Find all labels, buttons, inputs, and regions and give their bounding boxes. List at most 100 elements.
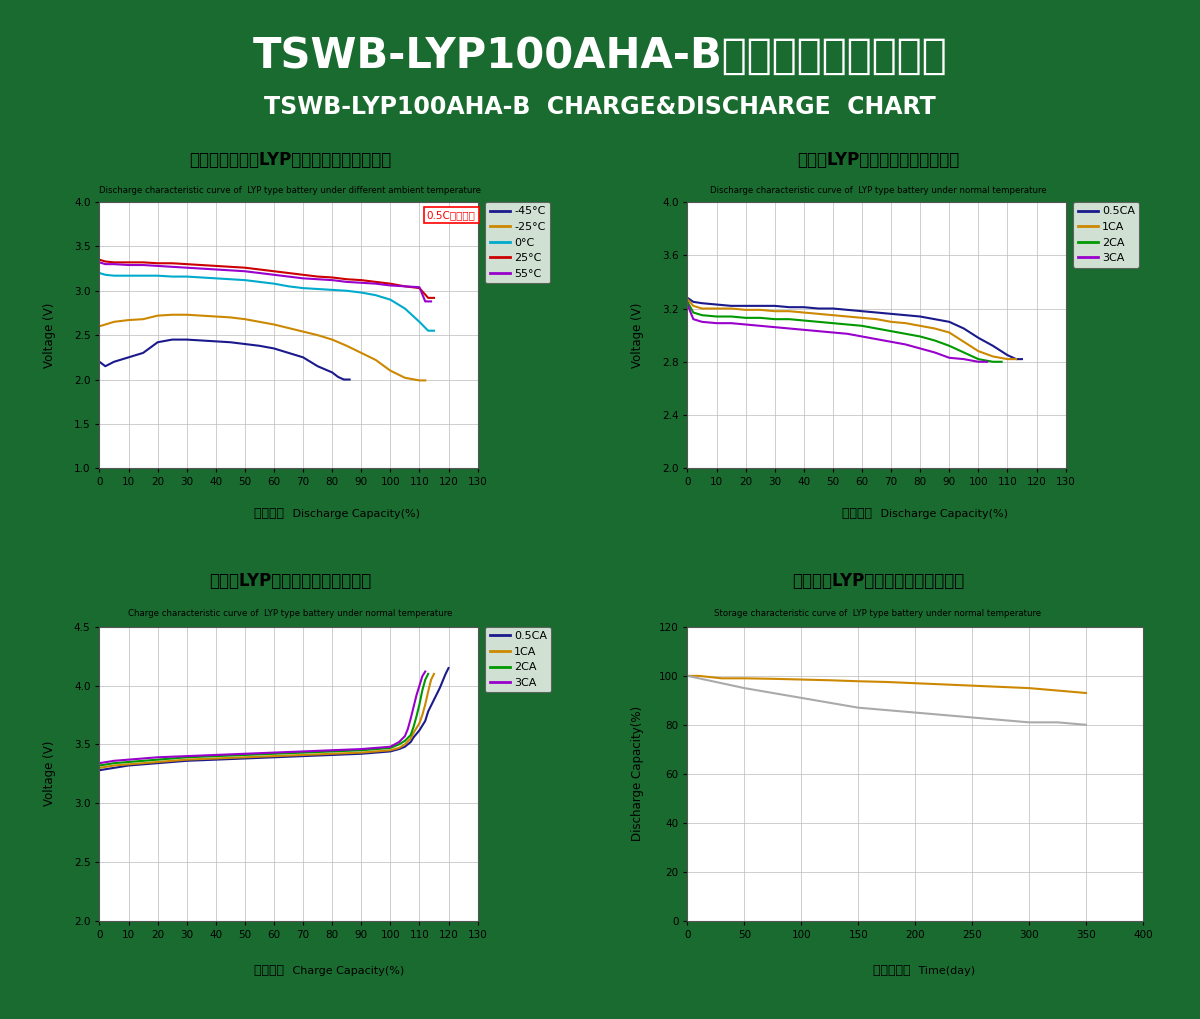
1CA bbox=[752, 304, 767, 316]
1CA bbox=[354, 747, 368, 759]
0°C bbox=[340, 284, 354, 297]
Text: Discharge characteristic curve of  LYP type battery under different ambient temp: Discharge characteristic curve of LYP ty… bbox=[98, 185, 481, 195]
2CA bbox=[296, 747, 311, 759]
0.5CA bbox=[421, 705, 436, 717]
3CA bbox=[121, 753, 136, 765]
-45°C bbox=[342, 373, 356, 385]
3CA bbox=[354, 743, 368, 755]
2CA bbox=[797, 315, 811, 327]
0.5CA bbox=[238, 752, 252, 764]
3CA bbox=[782, 322, 797, 334]
0°C bbox=[121, 270, 136, 282]
2CA bbox=[421, 667, 436, 680]
1CA bbox=[150, 756, 164, 768]
3CA bbox=[150, 751, 164, 763]
55°C bbox=[325, 274, 340, 286]
0.5CA bbox=[432, 682, 446, 694]
3CA bbox=[397, 730, 412, 742]
2CA bbox=[709, 311, 724, 323]
Text: Voltage (V): Voltage (V) bbox=[43, 741, 56, 806]
3CA bbox=[971, 356, 985, 368]
0.5CA bbox=[971, 332, 985, 344]
3CA bbox=[686, 313, 701, 325]
Legend: 0.5CA, 1CA, 2CA, 3CA: 0.5CA, 1CA, 2CA, 3CA bbox=[1073, 202, 1140, 268]
Text: 常温下LYP类电池的放电特性曲线: 常温下LYP类电池的放电特性曲线 bbox=[797, 151, 959, 169]
3CA bbox=[107, 755, 121, 767]
0.5CA bbox=[427, 694, 442, 706]
Line: 2CA: 2CA bbox=[100, 674, 428, 765]
55°C bbox=[238, 265, 252, 277]
-25°C bbox=[413, 374, 427, 386]
3CA bbox=[238, 748, 252, 760]
1CA bbox=[826, 309, 840, 321]
55°C bbox=[209, 263, 223, 275]
3CA bbox=[956, 353, 971, 365]
1CA bbox=[738, 304, 752, 316]
0.5CA bbox=[413, 725, 427, 737]
25°C bbox=[281, 267, 295, 279]
-25°C bbox=[418, 374, 432, 386]
0.5CA bbox=[840, 304, 854, 316]
Line: 2CA: 2CA bbox=[688, 302, 1002, 362]
0°C bbox=[107, 270, 121, 282]
0°C bbox=[296, 282, 311, 294]
2CA bbox=[913, 330, 928, 342]
-25°C bbox=[325, 333, 340, 345]
0.5CA bbox=[985, 339, 1000, 352]
25°C bbox=[383, 277, 397, 289]
-45°C bbox=[325, 366, 340, 378]
3CA bbox=[368, 742, 383, 754]
0°C bbox=[413, 316, 427, 328]
Text: TSWB-LYP100AHA-B  CHARGE&DISCHARGE  CHART: TSWB-LYP100AHA-B CHARGE&DISCHARGE CHART bbox=[264, 95, 936, 119]
55°C bbox=[107, 258, 121, 270]
2CA bbox=[752, 312, 767, 324]
0.5CA bbox=[869, 307, 883, 319]
55°C bbox=[121, 259, 136, 271]
0°C bbox=[223, 273, 238, 285]
Line: 3CA: 3CA bbox=[688, 305, 988, 362]
55°C bbox=[180, 262, 194, 274]
2CA bbox=[985, 356, 1000, 368]
1CA bbox=[884, 316, 899, 328]
55°C bbox=[340, 276, 354, 288]
Line: 0.5CA: 0.5CA bbox=[688, 298, 1022, 359]
0°C bbox=[383, 293, 397, 306]
Text: Storage characteristic curve of  LYP type battery under normal temperature: Storage characteristic curve of LYP type… bbox=[714, 609, 1042, 619]
25°C bbox=[427, 291, 442, 304]
2CA bbox=[884, 325, 899, 337]
25°C bbox=[180, 258, 194, 270]
55°C bbox=[92, 256, 107, 268]
1CA bbox=[397, 738, 412, 750]
0.5CA bbox=[92, 764, 107, 776]
Line: 1CA: 1CA bbox=[100, 674, 434, 768]
2CA bbox=[854, 320, 869, 332]
0.5CA bbox=[942, 316, 956, 328]
Legend: 0.5CA, 1CA, 2CA, 3CA: 0.5CA, 1CA, 2CA, 3CA bbox=[485, 627, 552, 693]
25°C bbox=[223, 261, 238, 273]
-25°C bbox=[107, 316, 121, 328]
-45°C bbox=[121, 352, 136, 364]
55°C bbox=[383, 279, 397, 291]
Line: 0.5CA: 0.5CA bbox=[100, 668, 449, 770]
0°C bbox=[98, 269, 113, 281]
0°C bbox=[427, 325, 442, 337]
0°C bbox=[92, 267, 107, 279]
3CA bbox=[383, 741, 397, 753]
3CA bbox=[913, 342, 928, 355]
1CA bbox=[180, 753, 194, 765]
1CA bbox=[238, 751, 252, 763]
3CA bbox=[418, 665, 432, 678]
2CA bbox=[956, 346, 971, 359]
1CA bbox=[407, 727, 421, 739]
0°C bbox=[252, 276, 266, 288]
0.5CA bbox=[392, 743, 407, 755]
0°C bbox=[136, 270, 150, 282]
2CA bbox=[811, 316, 826, 328]
2CA bbox=[942, 339, 956, 352]
0.5CA bbox=[296, 750, 311, 762]
1CA bbox=[811, 308, 826, 320]
25°C bbox=[136, 256, 150, 268]
2CA bbox=[266, 748, 281, 760]
0.5CA bbox=[209, 753, 223, 765]
3CA bbox=[209, 749, 223, 761]
